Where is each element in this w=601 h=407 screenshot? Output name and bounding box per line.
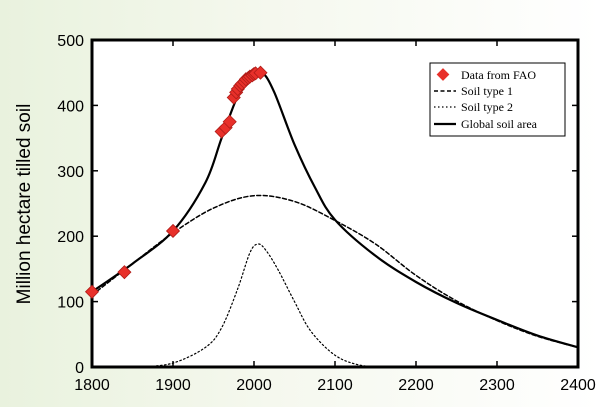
- x-tick-label: 2300: [479, 377, 515, 394]
- x-tick-label: 2100: [317, 377, 353, 394]
- legend: Data from FAO Soil type 1 Soil type 2 Gl…: [429, 62, 566, 137]
- x-tick-label: 1900: [155, 377, 191, 394]
- fao-data-point: [222, 114, 237, 129]
- legend-label-global: Global soil area: [461, 117, 538, 131]
- y-tick-label: 300: [57, 164, 84, 181]
- series-soil-type-2-line: [140, 243, 385, 368]
- y-axis: 0 100 200 300 400 500: [57, 33, 578, 377]
- legend-marker-fao: [436, 68, 450, 81]
- scatter-points: [84, 65, 268, 299]
- y-tick-label: 100: [57, 295, 84, 312]
- y-tick-label: 400: [57, 98, 84, 115]
- legend-label-soil-type-1: Soil type 1: [461, 84, 513, 98]
- fao-data-point: [253, 65, 268, 80]
- y-axis-title: Million hectare tilled soil: [14, 104, 35, 305]
- series-global-soil-area-line: [90, 70, 580, 349]
- fao-data-point: [84, 284, 100, 299]
- x-tick-label: 2200: [398, 377, 434, 394]
- x-tick-label: 2400: [560, 377, 596, 394]
- x-axis: 1800 1900 2000 2100 2200 2300 2400: [74, 40, 596, 394]
- y-tick-label: 200: [57, 229, 84, 246]
- x-tick-label: 2000: [236, 377, 272, 394]
- y-tick-label: 500: [57, 33, 84, 50]
- legend-label-fao: Data from FAO: [461, 68, 536, 82]
- fao-data-point: [117, 265, 132, 280]
- y-tick-label: 0: [75, 360, 84, 377]
- fao-data-point: [165, 223, 181, 239]
- legend-label-soil-type-2: Soil type 2: [461, 100, 513, 114]
- x-tick-label: 1800: [74, 377, 110, 394]
